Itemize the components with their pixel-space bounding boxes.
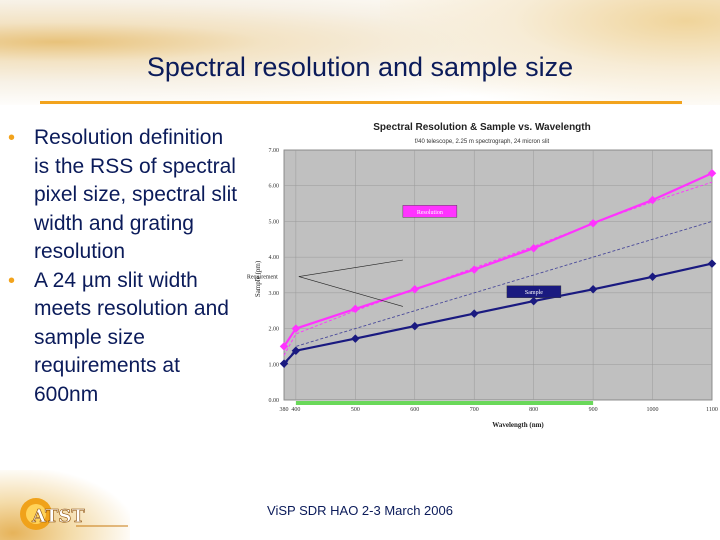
requirement-line (283, 181, 713, 356)
sample-point (279, 359, 289, 368)
resolution-point (588, 218, 598, 228)
logo-text: ATST (31, 506, 85, 527)
y-tick-label: 2.00 (269, 327, 280, 333)
x-tick-label: 600 (410, 407, 419, 413)
chart-subtitle: f/40 telescope, 2.25 m spectrograph, 24 … (415, 139, 550, 145)
y-tick-label: 5.00 (269, 219, 280, 225)
x-tick-label: 700 (470, 407, 479, 413)
y-tick-label: 1.00 (269, 362, 280, 368)
sample-point (410, 321, 420, 331)
x-tick-label: 500 (351, 407, 360, 413)
sample-label: Sample (525, 290, 543, 296)
requirement-line (283, 220, 713, 369)
resolution-point (279, 342, 289, 351)
requirement-annotation: Requirement (247, 275, 278, 281)
header-background (0, 0, 720, 105)
plot-area (283, 149, 713, 401)
bullet-text: Resolution definition is the RSS of spec… (34, 126, 238, 263)
x-axis-label: Wavelength (nm) (492, 421, 544, 429)
x-tick-label: 380 (280, 407, 289, 413)
resolution-point (410, 285, 420, 294)
x-tick-label: 800 (529, 407, 538, 413)
bullet-list: • Resolution definition is the RSS of sp… (6, 124, 238, 409)
bullet-text: A 24 µm slit width meets resolution and … (34, 268, 229, 406)
annotation-arrow (298, 276, 403, 307)
resolution-label-box (402, 205, 458, 218)
y-tick-label: 4.00 (269, 255, 280, 261)
title-underline (40, 101, 682, 104)
bullet-item: • Resolution definition is the RSS of sp… (6, 124, 238, 267)
slide-title: Spectral resolution and sample size (146, 52, 574, 82)
bullet-item: • A 24 µm slit width meets resolution an… (6, 267, 238, 410)
sample-point (588, 285, 598, 294)
y-tick-label: 0.00 (269, 398, 280, 404)
footer-background (0, 470, 130, 540)
sample-point (469, 309, 479, 318)
y-tick-label: 7.00 (269, 148, 280, 154)
x-tick-label: 400 (291, 407, 300, 413)
chart-title: Spectral Resolution & Sample vs. Wavelen… (373, 122, 590, 133)
sample-point (529, 296, 538, 306)
sample-label-box (506, 285, 562, 298)
annotation-arrow (298, 259, 403, 277)
y-tick-label: 3.00 (269, 291, 280, 297)
x-tick-label: 1000 (647, 407, 659, 413)
wavelength-range-bar (295, 401, 594, 405)
atst-logo: ATST (20, 498, 128, 530)
chart-container: Spectral Resolution & Sample vs. Wavelen… (246, 112, 720, 432)
x-tick-label: 900 (589, 407, 598, 413)
y-tick-label: 6.00 (269, 184, 280, 190)
resolution-label: Resolution (417, 210, 443, 216)
y-axis-label: Sample (pm) (254, 260, 262, 297)
x-tick-label: 1100 (706, 407, 718, 413)
bullet-dot-icon: • (8, 127, 16, 149)
resolution-point (529, 243, 538, 253)
footer-text: ViSP SDR HAO 2-3 March 2006 (267, 503, 453, 518)
resolution-point (469, 265, 479, 274)
bullet-dot-icon: • (8, 269, 16, 292)
chart-svg: Spectral Resolution & Sample vs. Wavelen… (247, 122, 718, 429)
